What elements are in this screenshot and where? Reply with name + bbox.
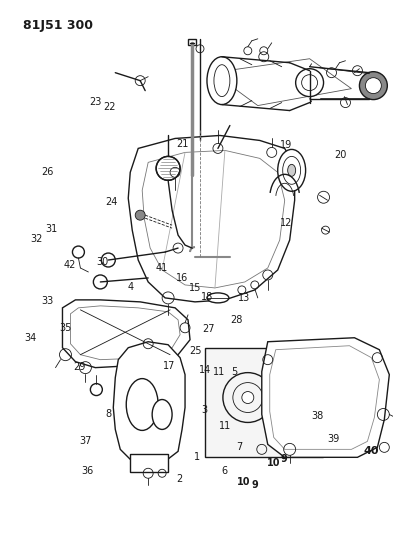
Circle shape — [242, 392, 254, 403]
Text: 1: 1 — [194, 451, 200, 462]
Text: 7: 7 — [236, 442, 243, 452]
Ellipse shape — [207, 56, 237, 104]
Text: 25: 25 — [189, 346, 201, 357]
Text: 26: 26 — [41, 167, 53, 177]
Text: 14: 14 — [199, 365, 211, 375]
Text: 30: 30 — [97, 257, 109, 267]
Text: 16: 16 — [176, 273, 188, 283]
Text: 20: 20 — [334, 150, 346, 160]
Circle shape — [359, 72, 387, 100]
Text: 33: 33 — [41, 296, 53, 306]
Circle shape — [135, 210, 145, 220]
Text: 15: 15 — [189, 282, 201, 293]
Text: 37: 37 — [79, 435, 91, 446]
Ellipse shape — [207, 293, 229, 303]
Text: 4: 4 — [128, 281, 134, 292]
Text: 35: 35 — [59, 322, 72, 333]
Text: 22: 22 — [104, 102, 116, 112]
Text: 10: 10 — [267, 458, 280, 468]
Text: 11: 11 — [219, 421, 231, 431]
Text: 5: 5 — [231, 367, 238, 377]
Ellipse shape — [126, 378, 158, 431]
Text: 41: 41 — [156, 263, 168, 272]
Text: 17: 17 — [164, 361, 176, 372]
Text: 6: 6 — [221, 466, 228, 476]
Text: 21: 21 — [176, 139, 188, 149]
Text: 32: 32 — [30, 234, 42, 244]
Circle shape — [93, 275, 107, 289]
Text: 2: 2 — [176, 474, 182, 484]
Text: 12: 12 — [280, 218, 293, 228]
Circle shape — [101, 253, 115, 267]
Text: 9: 9 — [281, 454, 288, 464]
Circle shape — [156, 156, 180, 180]
Text: 13: 13 — [238, 293, 250, 303]
Text: 23: 23 — [89, 97, 102, 107]
Polygon shape — [262, 338, 389, 457]
Text: 11: 11 — [212, 367, 225, 377]
Text: 40: 40 — [364, 446, 379, 456]
Ellipse shape — [278, 149, 306, 191]
Text: 39: 39 — [327, 434, 340, 444]
Circle shape — [365, 78, 381, 94]
Text: 29: 29 — [73, 362, 85, 373]
Ellipse shape — [288, 164, 296, 176]
Bar — [205, 348, 323, 457]
Text: 28: 28 — [230, 314, 242, 325]
Text: 36: 36 — [81, 466, 93, 476]
Text: 8: 8 — [106, 409, 112, 419]
Text: 3: 3 — [202, 405, 208, 415]
Bar — [188, 39, 196, 45]
Text: 38: 38 — [312, 411, 324, 421]
Polygon shape — [128, 135, 295, 302]
Polygon shape — [113, 342, 185, 464]
Circle shape — [196, 45, 204, 53]
Text: 31: 31 — [45, 224, 57, 235]
Text: 24: 24 — [105, 197, 117, 207]
Ellipse shape — [152, 400, 172, 430]
Text: 81J51 300: 81J51 300 — [22, 19, 93, 32]
Text: 27: 27 — [203, 324, 215, 334]
Text: 18: 18 — [201, 292, 213, 302]
Text: 19: 19 — [281, 140, 293, 150]
Circle shape — [296, 69, 323, 96]
Text: 34: 34 — [24, 333, 36, 343]
Text: 42: 42 — [63, 261, 76, 270]
Text: 9: 9 — [252, 480, 258, 490]
Polygon shape — [63, 300, 190, 368]
Bar — [130, 454, 168, 472]
Text: 10: 10 — [236, 477, 250, 487]
